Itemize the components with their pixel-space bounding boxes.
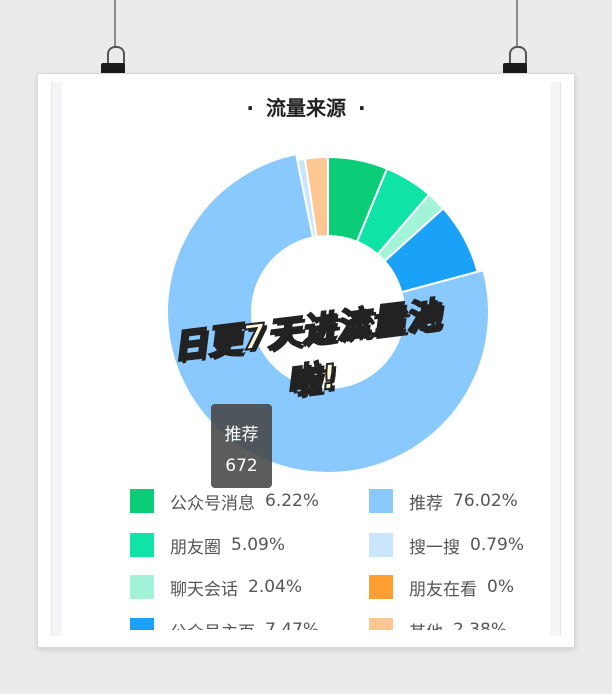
- legend-item-4[interactable]: 推荐 76.02%: [369, 488, 518, 514]
- legend-item-5[interactable]: 搜一搜 0.79%: [369, 532, 524, 558]
- hanging-wire-right: [516, 0, 518, 48]
- chart-title: · 流量来源 ·: [0, 92, 612, 121]
- legend-label: 朋友在看: [409, 579, 477, 600]
- binder-clip-right-wire: [509, 46, 527, 64]
- binder-clip-left-wire: [107, 46, 125, 64]
- legend-percent: 6.22%: [265, 491, 320, 511]
- title-dot-left: ·: [246, 96, 254, 120]
- legend-item-0[interactable]: 公众号消息 6.22%: [130, 488, 319, 514]
- legend-swatch: [130, 575, 154, 599]
- legend-percent: 0.79%: [470, 535, 525, 555]
- legend-swatch: [369, 575, 393, 599]
- legend-item-1[interactable]: 朋友圈 5.09%: [130, 532, 285, 558]
- legend-item-2[interactable]: 聊天会话 2.04%: [130, 574, 302, 600]
- card-inner-border-left: [51, 82, 62, 636]
- card-bottom-cutoff: [62, 630, 550, 646]
- legend-percent: 2.04%: [248, 577, 303, 597]
- chart-tooltip: 推荐 672: [211, 404, 272, 488]
- legend-item-6[interactable]: 朋友在看 0%: [369, 574, 514, 600]
- title-dot-right: ·: [358, 96, 366, 120]
- card-inner-border-right: [550, 82, 561, 636]
- legend-percent: 0%: [487, 577, 514, 597]
- tooltip-series-name: 推荐: [224, 425, 259, 445]
- legend-swatch: [369, 533, 393, 557]
- hanging-wire-left: [114, 0, 116, 48]
- legend-swatch: [130, 533, 154, 557]
- legend-label: 聊天会话: [170, 579, 238, 600]
- legend-swatch: [369, 489, 393, 513]
- tooltip-value: 672: [225, 456, 258, 476]
- legend-percent: 76.02%: [453, 491, 518, 511]
- donut-slice-7[interactable]: [303, 155, 329, 238]
- legend-label: 公众号消息: [170, 493, 255, 514]
- chart-title-text: 流量来源: [266, 96, 346, 120]
- legend-swatch: [130, 489, 154, 513]
- legend-label: 朋友圈: [170, 537, 221, 558]
- legend-percent: 5.09%: [231, 535, 286, 555]
- donut-slice-4[interactable]: [166, 153, 490, 474]
- legend-label: 搜一搜: [409, 537, 460, 558]
- legend-label: 推荐: [409, 493, 443, 514]
